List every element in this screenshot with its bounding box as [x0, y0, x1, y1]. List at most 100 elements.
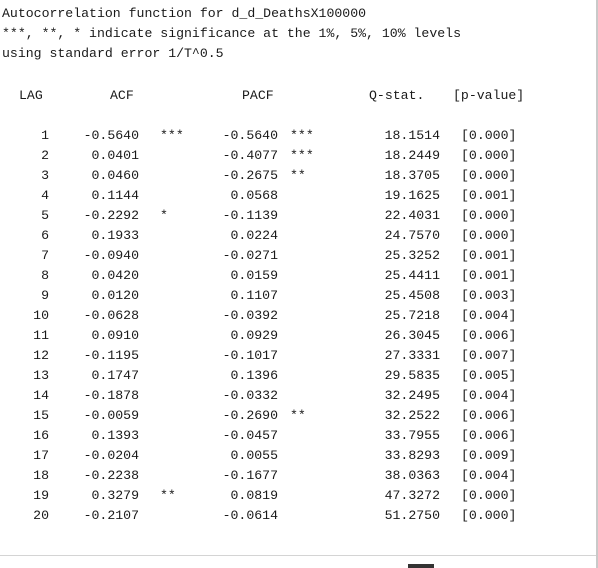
cell-acf: 0.3279	[91, 488, 139, 503]
cell-pacf: 0.1107	[230, 288, 278, 303]
cell-acf: 0.1393	[91, 428, 139, 443]
cell-acf: -0.0059	[83, 408, 139, 423]
cell-p-value: [0.006]	[461, 408, 517, 423]
cell-acf: -0.2238	[83, 468, 139, 483]
cell-lag: 6	[41, 228, 49, 243]
cell-lag: 14	[33, 388, 49, 403]
header-pacf: PACF	[242, 88, 274, 103]
cell-acf: -0.0940	[83, 248, 139, 263]
cell-pacf: 0.1396	[230, 368, 278, 383]
cell-q-stat: 26.3045	[384, 328, 440, 343]
cell-pacf: -0.2675	[222, 168, 278, 183]
cell-q-stat: 19.1625	[384, 188, 440, 203]
cell-acf: -0.2292	[83, 208, 139, 223]
cell-q-stat: 27.3331	[384, 348, 440, 363]
cell-p-value: [0.001]	[461, 248, 517, 263]
cell-pacf: -0.0271	[222, 248, 278, 263]
cell-pacf: 0.0819	[230, 488, 278, 503]
cell-lag: 1	[41, 128, 49, 143]
cell-lag: 18	[33, 468, 49, 483]
cell-lag: 17	[33, 448, 49, 463]
cell-lag: 7	[41, 248, 49, 263]
cell-q-stat: 25.4411	[384, 268, 440, 283]
standard-error-note: using standard error 1/T^0.5	[2, 46, 224, 61]
cell-acf: -0.0628	[83, 308, 139, 323]
cell-pacf: -0.5640	[222, 128, 278, 143]
cell-lag: 13	[33, 368, 49, 383]
cell-acf: 0.1933	[91, 228, 139, 243]
cell-p-value: [0.005]	[461, 368, 517, 383]
cell-pacf: -0.2690	[222, 408, 278, 423]
cell-pacf: -0.0614	[222, 508, 278, 523]
cell-pacf: -0.0332	[222, 388, 278, 403]
cell-p-value: [0.003]	[461, 288, 517, 303]
cell-lag: 4	[41, 188, 49, 203]
cell-acf: 0.0401	[91, 148, 139, 163]
cell-lag: 19	[33, 488, 49, 503]
cell-q-stat: 33.7955	[384, 428, 440, 443]
cell-q-stat: 47.3272	[384, 488, 440, 503]
cell-q-stat: 25.7218	[384, 308, 440, 323]
cell-pacf: -0.0392	[222, 308, 278, 323]
cell-lag: 2	[41, 148, 49, 163]
cell-p-value: [0.000]	[461, 148, 517, 163]
cell-q-stat: 18.2449	[384, 148, 440, 163]
cell-acf: 0.0460	[91, 168, 139, 183]
cell-p-value: [0.000]	[461, 208, 517, 223]
cell-p-value: [0.001]	[461, 188, 517, 203]
cell-lag: 8	[41, 268, 49, 283]
cell-q-stat: 32.2522	[384, 408, 440, 423]
cell-q-stat: 33.8293	[384, 448, 440, 463]
cell-acf: 0.0420	[91, 268, 139, 283]
cell-q-stat: 22.4031	[384, 208, 440, 223]
cell-acf: -0.5640	[83, 128, 139, 143]
cell-acf: 0.0120	[91, 288, 139, 303]
cell-p-value: [0.004]	[461, 388, 517, 403]
cell-q-stat: 25.4508	[384, 288, 440, 303]
cell-pacf-significance: ***	[290, 128, 314, 143]
cell-lag: 9	[41, 288, 49, 303]
header-q-stat: Q-stat.	[369, 88, 425, 103]
cell-p-value: [0.004]	[461, 308, 517, 323]
cell-q-stat: 18.3705	[384, 168, 440, 183]
cell-q-stat: 38.0363	[384, 468, 440, 483]
cell-pacf: 0.0055	[230, 448, 278, 463]
cell-pacf: -0.0457	[222, 428, 278, 443]
cell-p-value: [0.001]	[461, 268, 517, 283]
cell-p-value: [0.000]	[461, 168, 517, 183]
cell-pacf: 0.0224	[230, 228, 278, 243]
cell-p-value: [0.000]	[461, 228, 517, 243]
cell-lag: 15	[33, 408, 49, 423]
cell-lag: 12	[33, 348, 49, 363]
cell-lag: 16	[33, 428, 49, 443]
cell-pacf: -0.1139	[222, 208, 278, 223]
cell-pacf: -0.1677	[222, 468, 278, 483]
cell-q-stat: 51.2750	[384, 508, 440, 523]
cell-q-stat: 29.5835	[384, 368, 440, 383]
divider	[0, 555, 598, 556]
cell-lag: 3	[41, 168, 49, 183]
cell-lag: 5	[41, 208, 49, 223]
header-lag: LAG	[19, 88, 43, 103]
cell-acf: 0.1747	[91, 368, 139, 383]
cell-p-value: [0.006]	[461, 428, 517, 443]
header-p-value: [p-value]	[453, 88, 525, 103]
cell-q-stat: 32.2495	[384, 388, 440, 403]
cell-lag: 10	[33, 308, 49, 323]
cell-lag: 20	[33, 508, 49, 523]
scroll-indicator	[408, 564, 434, 568]
cell-acf-significance: **	[160, 488, 176, 503]
cell-p-value: [0.004]	[461, 468, 517, 483]
header-acf: ACF	[110, 88, 134, 103]
cell-pacf-significance: **	[290, 408, 306, 423]
panel-border	[596, 0, 598, 568]
cell-pacf: 0.0159	[230, 268, 278, 283]
cell-pacf: -0.4077	[222, 148, 278, 163]
cell-acf: -0.0204	[83, 448, 139, 463]
cell-acf-significance: *	[160, 208, 168, 223]
cell-acf-significance: ***	[160, 128, 184, 143]
cell-pacf-significance: **	[290, 168, 306, 183]
cell-pacf: 0.0929	[230, 328, 278, 343]
cell-p-value: [0.000]	[461, 488, 517, 503]
